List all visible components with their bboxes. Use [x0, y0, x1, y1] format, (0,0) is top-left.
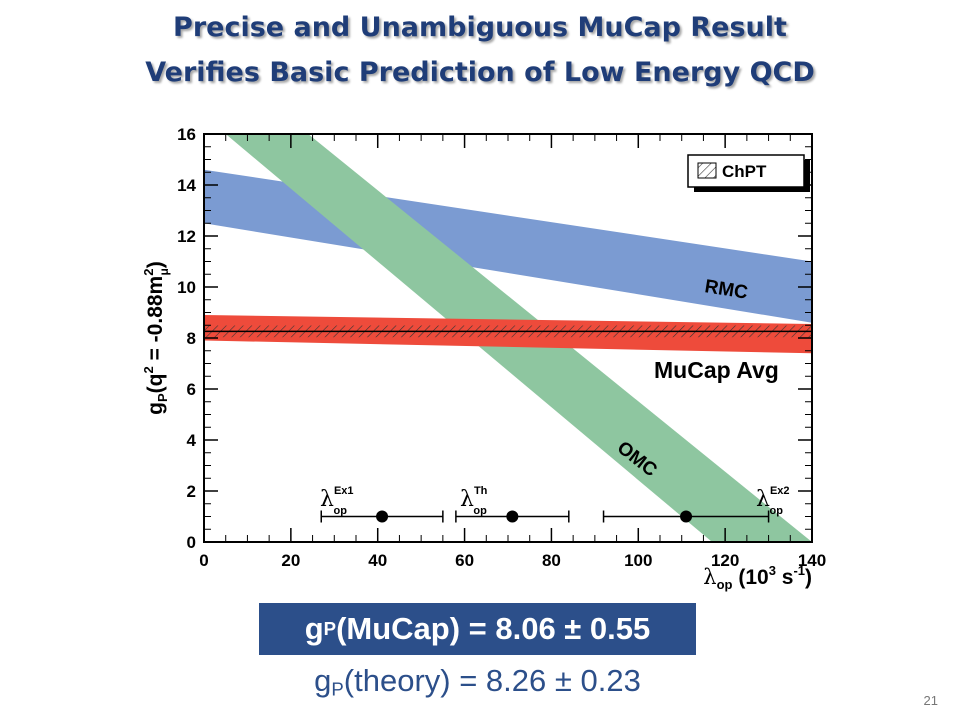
x-tick-label: 40: [368, 551, 387, 570]
point-labels: λEx1 op λTh op λEx2 op: [320, 485, 790, 517]
x-tick-label: 0: [199, 551, 208, 570]
x-axis-ticks: 0 20 40 60 80 100 120 140: [199, 134, 826, 570]
y-tick-label: 16: [177, 125, 196, 144]
page-number: 21: [923, 693, 938, 708]
data-point-0: [376, 510, 389, 523]
theory-subscript: P: [331, 678, 344, 700]
y-tick-label: 4: [187, 431, 197, 450]
x-tick-label: 100: [624, 551, 652, 570]
mucap-avg-label: MuCap Avg: [654, 357, 779, 383]
y-axis-title: gP(q2 = -0.88m2μ): [141, 261, 171, 415]
x-tick-label: 20: [281, 551, 300, 570]
x-axis-title: λop (103 s-1): [703, 563, 812, 592]
legend-label: ChPT: [722, 162, 767, 181]
y-axis-ticks: 0 2 4 6 8 10 12 14 16: [177, 125, 812, 552]
result-symbol: g: [304, 611, 324, 646]
y-tick-label: 0: [187, 533, 196, 552]
data-point-2: [680, 510, 693, 523]
legend-swatch: [697, 162, 717, 179]
slide-title-line-1: Precise and Unambiguous MuCap Result: [173, 12, 787, 43]
y-tick-label: 8: [187, 329, 196, 348]
point-label-ex2: λEx2 op: [756, 485, 790, 517]
data-point-1: [506, 510, 519, 523]
point-label-ex1: λEx1 op: [320, 485, 354, 517]
result-subscript: P: [323, 618, 337, 639]
x-tick-label: 60: [455, 551, 474, 570]
point-label-th: λTh op: [460, 485, 488, 517]
y-tick-label: 2: [187, 482, 196, 501]
slide-title-line-2: Verifies Basic Prediction of Low Energy …: [145, 57, 815, 88]
result-text: (MuCap) = 8.06 ± 0.55: [336, 611, 651, 646]
x-tick-label: 120: [711, 551, 739, 570]
x-tick-label: 80: [542, 551, 561, 570]
y-tick-label: 12: [177, 227, 196, 246]
theory-text: (theory) = 8.26 ± 0.23: [343, 663, 641, 698]
legend: ChPT: [687, 154, 810, 192]
y-tick-label: 6: [187, 380, 196, 399]
y-tick-label: 14: [177, 176, 196, 195]
theory-result: gP(theory) = 8.26 ± 0.23: [259, 663, 696, 701]
theory-symbol: g: [314, 663, 332, 698]
mucap-result-box: g P (MuCap) = 8.06 ± 0.55: [259, 603, 696, 655]
y-tick-label: 10: [177, 278, 196, 297]
x-tick-label: 140: [798, 551, 826, 570]
lambda-points: [320, 510, 770, 523]
